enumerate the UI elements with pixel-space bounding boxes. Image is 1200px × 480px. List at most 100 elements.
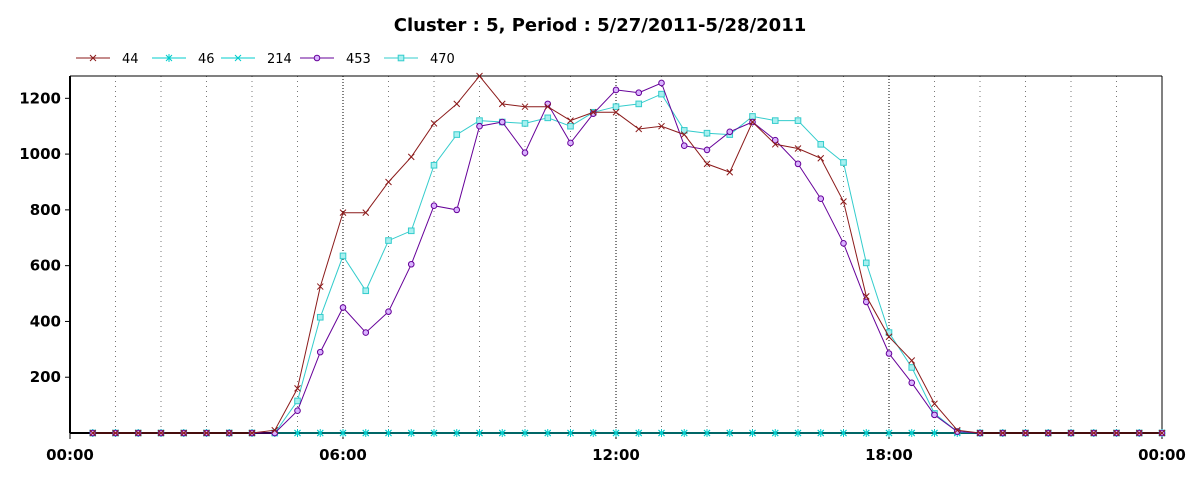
data-point bbox=[453, 100, 461, 108]
data-point bbox=[89, 54, 97, 62]
data-point bbox=[931, 411, 938, 419]
data-point bbox=[89, 429, 97, 437]
data-point bbox=[313, 54, 321, 62]
data-point bbox=[862, 429, 870, 437]
data-point bbox=[430, 202, 438, 209]
data-point bbox=[180, 429, 188, 437]
data-point bbox=[908, 379, 916, 387]
x-tick-label: 06:00 bbox=[319, 446, 367, 464]
data-point bbox=[567, 139, 574, 147]
legend-label: 470 bbox=[430, 52, 455, 67]
data-point bbox=[544, 429, 552, 437]
data-point bbox=[271, 429, 279, 437]
data-point bbox=[567, 122, 574, 130]
data-point bbox=[794, 117, 802, 124]
y-tick-label: 200 bbox=[30, 368, 61, 386]
data-point bbox=[771, 117, 779, 124]
data-point bbox=[703, 146, 711, 154]
data-point bbox=[294, 429, 301, 437]
data-point bbox=[635, 429, 643, 437]
y-tick-label: 1200 bbox=[19, 89, 61, 107]
data-point bbox=[521, 429, 529, 437]
data-point bbox=[521, 120, 529, 127]
data-point bbox=[885, 429, 893, 437]
data-point bbox=[726, 168, 734, 176]
data-point bbox=[225, 429, 233, 437]
data-point bbox=[840, 159, 847, 166]
data-point bbox=[362, 287, 370, 295]
y-tick-label: 1000 bbox=[19, 145, 61, 163]
legend-entry-214: 214 bbox=[221, 52, 292, 67]
data-point bbox=[1090, 429, 1098, 437]
data-point bbox=[612, 103, 620, 110]
data-point bbox=[157, 429, 165, 437]
data-point bbox=[1135, 429, 1143, 437]
data-point bbox=[339, 209, 347, 217]
data-point bbox=[248, 429, 256, 437]
data-point bbox=[794, 429, 802, 437]
data-point bbox=[407, 429, 415, 437]
data-point bbox=[453, 429, 461, 437]
data-point bbox=[316, 348, 324, 356]
y-tick-label: 400 bbox=[30, 312, 61, 330]
data-point bbox=[498, 429, 506, 437]
data-point bbox=[612, 108, 620, 116]
series-group bbox=[89, 72, 1166, 437]
data-point bbox=[476, 122, 483, 130]
data-point bbox=[1067, 429, 1075, 437]
data-point bbox=[430, 161, 438, 169]
data-point bbox=[885, 333, 893, 341]
data-point bbox=[771, 429, 779, 437]
data-point bbox=[703, 129, 711, 137]
data-point bbox=[1022, 429, 1029, 437]
data-point bbox=[407, 260, 415, 268]
data-point bbox=[453, 131, 461, 138]
legend-label: 44 bbox=[122, 52, 139, 67]
data-point bbox=[612, 86, 620, 94]
chart-title: Cluster : 5, Period : 5/27/2011-5/28/201… bbox=[394, 15, 807, 36]
data-point bbox=[771, 136, 779, 144]
data-point bbox=[203, 429, 210, 437]
data-point bbox=[794, 160, 802, 168]
data-point bbox=[271, 426, 279, 434]
data-point bbox=[840, 240, 847, 247]
data-point bbox=[567, 117, 574, 124]
data-point bbox=[316, 313, 324, 321]
data-point bbox=[999, 429, 1007, 437]
data-point bbox=[680, 429, 688, 437]
data-point bbox=[339, 304, 347, 311]
data-point bbox=[862, 259, 870, 267]
data-point bbox=[476, 429, 483, 437]
data-point bbox=[134, 429, 142, 437]
axes: 200 400 600 800 1000 1200 00:00 06:00 12:00 18:00… bbox=[19, 75, 1186, 464]
data-point bbox=[385, 178, 392, 186]
data-point bbox=[544, 114, 552, 122]
data-point bbox=[1113, 429, 1120, 437]
data-point bbox=[658, 90, 665, 98]
data-point bbox=[817, 195, 825, 203]
data-point bbox=[908, 429, 916, 437]
data-point bbox=[931, 429, 938, 437]
data-point bbox=[430, 120, 438, 127]
legend-entry-44: 44 bbox=[76, 52, 139, 67]
data-point bbox=[362, 429, 370, 437]
data-point bbox=[385, 237, 392, 244]
data-point bbox=[589, 429, 597, 437]
data-point bbox=[294, 385, 301, 392]
data-point bbox=[165, 54, 173, 62]
data-point bbox=[680, 142, 688, 150]
data-point bbox=[521, 103, 529, 111]
data-point bbox=[680, 127, 688, 134]
data-point bbox=[476, 117, 483, 124]
data-point bbox=[817, 141, 825, 148]
data-point bbox=[726, 128, 734, 136]
data-point bbox=[567, 429, 574, 437]
x-tick-label: 18:00 bbox=[865, 446, 913, 464]
data-point bbox=[294, 407, 301, 414]
data-point bbox=[931, 400, 938, 408]
data-point bbox=[385, 308, 392, 315]
data-point bbox=[976, 429, 984, 437]
data-point bbox=[316, 429, 324, 437]
legend-entry-453: 453 bbox=[300, 52, 371, 67]
